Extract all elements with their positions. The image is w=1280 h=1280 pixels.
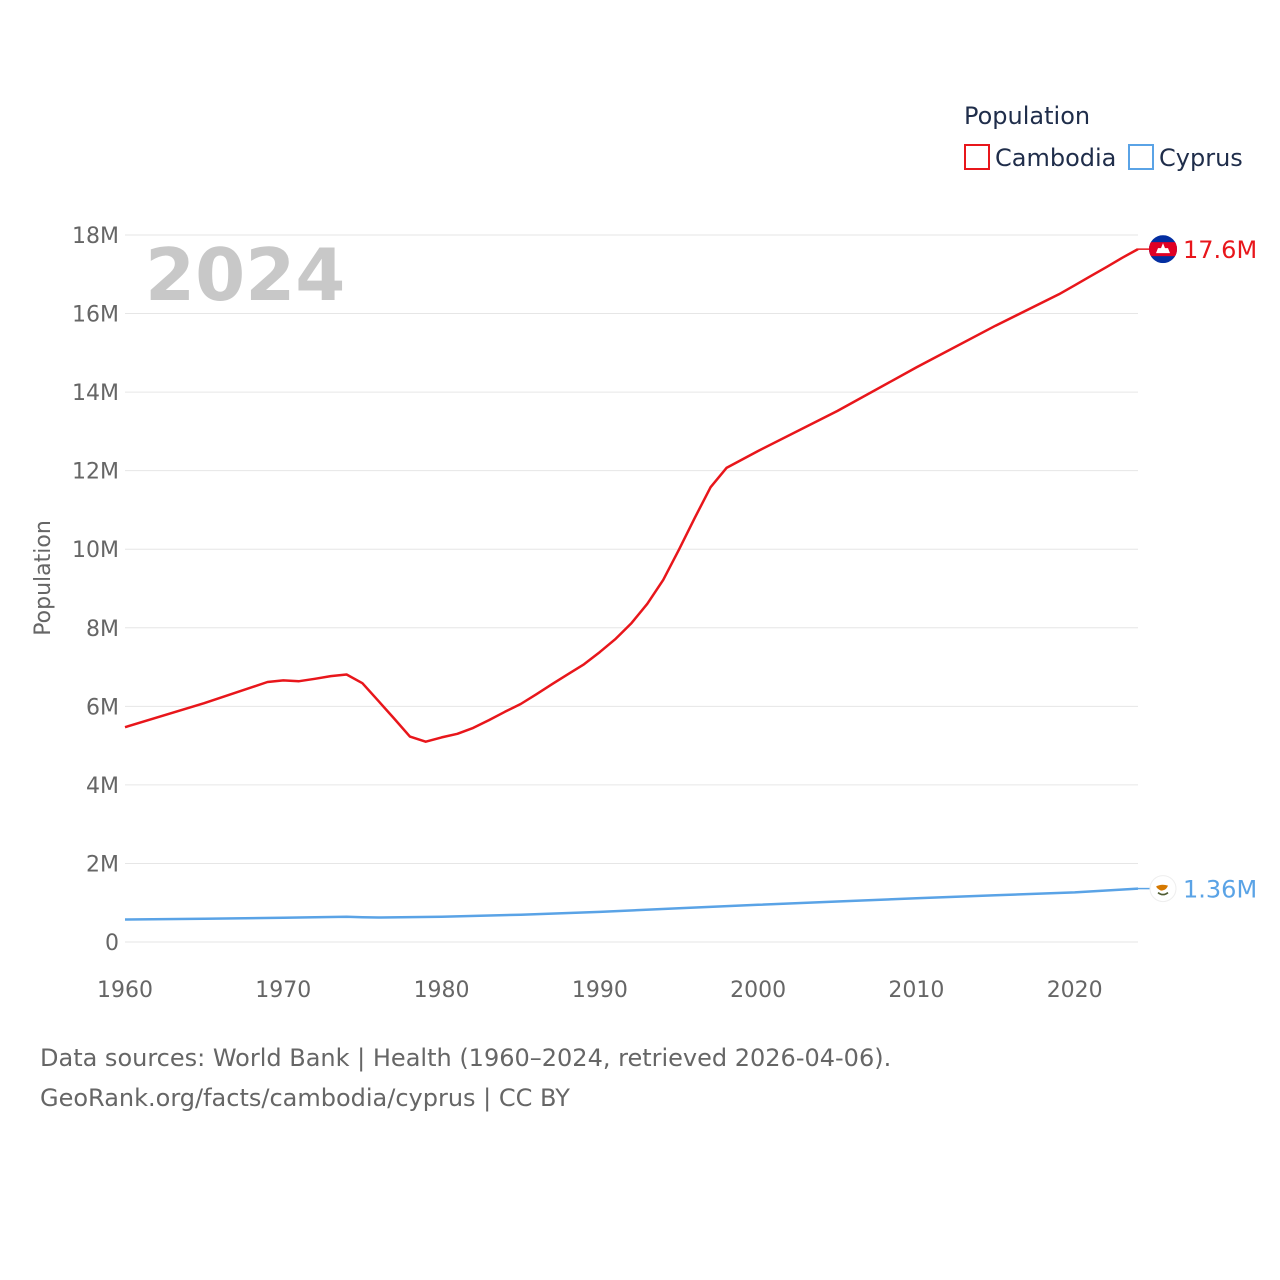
y-tick-18M: 18M <box>72 224 119 249</box>
footer-attribution: GeoRank.org/facts/cambodia/cyprus | CC B… <box>40 1084 570 1112</box>
legend-swatch-cyprus <box>1128 144 1154 170</box>
population-line-chart: 0 2M 4M 6M 8M 10M 12M 14M 16M 18M 1960 1970 1980 199… <box>31 102 1257 1003</box>
legend-swatch-cambodia <box>964 144 990 170</box>
series-lines <box>124 248 1139 921</box>
y-axis-title: Population <box>31 520 56 636</box>
x-tick-2020: 2020 <box>1047 978 1103 1003</box>
x-axis-ticks: 1960 1970 1980 1990 2000 2010 2020 <box>97 978 1103 1003</box>
legend-label-cambodia[interactable]: Cambodia <box>995 144 1116 172</box>
series-line-cyprus <box>124 887 1139 921</box>
x-tick-1970: 1970 <box>255 978 311 1003</box>
legend: Population Cambodia Cyprus <box>964 102 1243 172</box>
x-tick-1990: 1990 <box>572 978 628 1003</box>
x-tick-1980: 1980 <box>414 978 470 1003</box>
y-tick-10M: 10M <box>72 538 119 563</box>
y-tick-12M: 12M <box>72 460 119 485</box>
series-end-labels: 17.6M 1.36M <box>1138 235 1257 904</box>
y-tick-6M: 6M <box>86 695 119 720</box>
y-tick-8M: 8M <box>86 617 119 642</box>
y-tick-16M: 16M <box>72 303 119 328</box>
cyprus-flag-icon <box>1149 875 1177 903</box>
y-tick-0: 0 <box>105 931 119 956</box>
y-tick-14M: 14M <box>72 381 119 406</box>
year-label: 2024 <box>145 233 345 317</box>
legend-label-cyprus[interactable]: Cyprus <box>1159 144 1243 172</box>
x-tick-2000: 2000 <box>730 978 786 1003</box>
legend-title: Population <box>964 102 1090 130</box>
cambodia-flag-icon <box>1149 235 1177 264</box>
x-tick-1960: 1960 <box>97 978 153 1003</box>
x-tick-2010: 2010 <box>888 978 944 1003</box>
gridlines <box>125 234 1138 943</box>
y-tick-2M: 2M <box>86 852 119 877</box>
end-label-cyprus: 1.36M <box>1183 876 1257 904</box>
y-axis-ticks: 0 2M 4M 6M 8M 10M 12M 14M 16M 18M <box>72 224 119 956</box>
end-label-cambodia: 17.6M <box>1183 236 1257 264</box>
series-line-cambodia <box>124 248 1139 743</box>
y-tick-4M: 4M <box>86 774 119 799</box>
footer-sources: Data sources: World Bank | Health (1960–… <box>40 1044 892 1072</box>
